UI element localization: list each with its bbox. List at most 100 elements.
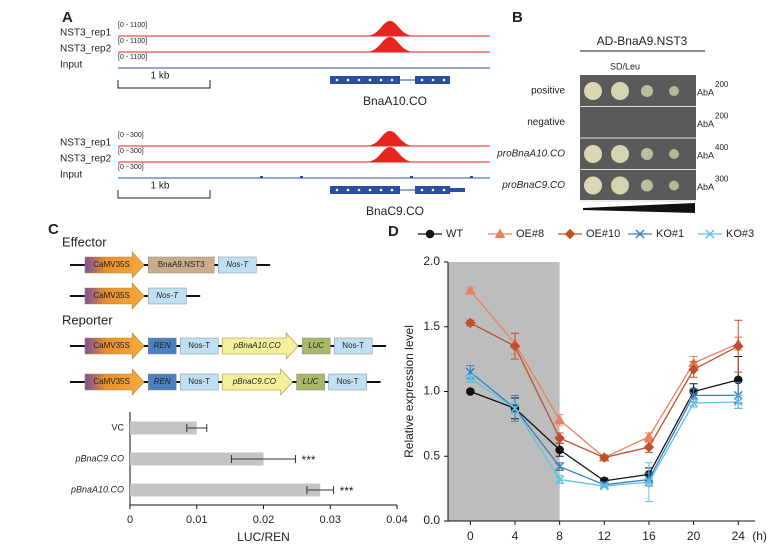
yeast-spot	[669, 149, 679, 159]
legend-marker	[494, 228, 506, 238]
element-label: CaMV35S	[93, 291, 129, 300]
element	[301, 337, 331, 355]
scale-label: 1 kb	[151, 71, 170, 82]
error-bar	[306, 486, 335, 494]
promoter	[221, 368, 294, 396]
peak	[365, 37, 415, 52]
track-range: [0 - 300]	[118, 148, 144, 155]
point	[510, 403, 520, 413]
input-signal	[260, 176, 263, 178]
yeast-spot	[611, 82, 629, 100]
point	[689, 390, 699, 400]
yeast-spot	[641, 179, 653, 192]
element-label: REN	[154, 341, 171, 350]
peak	[365, 131, 415, 146]
error-bar	[186, 424, 208, 432]
yeast-spot	[584, 145, 602, 163]
point	[465, 374, 475, 384]
yeast-spot	[669, 180, 679, 191]
point	[643, 441, 655, 453]
gene-strand	[420, 188, 424, 192]
legend-label: OE#8	[516, 228, 544, 240]
element	[328, 373, 367, 391]
legend-label: KO#3	[726, 228, 754, 240]
x-tick-label: 12	[598, 529, 612, 543]
legend-marker	[635, 229, 645, 239]
y-tick-label: pBnaA10.CO	[70, 484, 124, 494]
element-label: CaMV35S	[93, 341, 129, 350]
track-range: [0 - 1100]	[118, 22, 147, 29]
element-label: Nos-T	[337, 377, 359, 386]
gene-strand	[335, 188, 339, 192]
element-label: Nos-T	[188, 377, 210, 386]
gene-strand	[357, 78, 361, 82]
y-tick-label: pBnaC9.CO	[74, 453, 124, 463]
element	[179, 337, 219, 355]
dilution-wedge	[583, 203, 695, 213]
yeast-spot	[584, 82, 602, 100]
aba-conc: 400	[715, 143, 729, 152]
yeast-spot	[669, 86, 679, 96]
scale-label: 1 kb	[151, 181, 170, 192]
x-tick-label: 0.01	[186, 514, 207, 526]
gene-strand	[379, 78, 383, 82]
gene-strand	[390, 78, 394, 82]
promoter	[221, 332, 299, 360]
x-tick-label: 0.02	[253, 514, 274, 526]
aba-label: AbA	[697, 182, 714, 192]
gene-strand	[442, 188, 446, 192]
element-label: Nos-T	[342, 341, 364, 350]
section-title: Reporter	[62, 312, 113, 327]
element	[333, 337, 373, 355]
gene-strand	[368, 78, 372, 82]
gene-exon	[330, 186, 400, 194]
element-label: pBnaC9.CO	[232, 377, 276, 386]
x-tick-label: 20	[687, 529, 701, 543]
track-name: Input	[60, 170, 82, 181]
element	[179, 373, 219, 391]
promoter	[84, 251, 145, 279]
gene-strand	[335, 78, 339, 82]
x-tick-label: 0	[127, 514, 133, 526]
point	[599, 452, 610, 463]
yeast-spot	[641, 148, 653, 160]
promoter	[84, 332, 145, 360]
x-tick-label: 16	[642, 529, 656, 543]
gene-strand	[357, 188, 361, 192]
promoter	[84, 368, 145, 396]
yeast-spot	[611, 145, 629, 163]
section-title: Effector	[62, 234, 107, 249]
row-label: positive	[531, 86, 565, 97]
significance: ***	[340, 484, 354, 498]
element-label: BnaA9.NST3	[158, 260, 205, 269]
point	[733, 397, 743, 407]
point	[554, 414, 565, 424]
point	[599, 481, 609, 491]
aba-conc: 200	[715, 80, 729, 89]
row-label: proBnaA10.CO	[496, 149, 565, 160]
element-label: LUC	[303, 377, 319, 386]
track-name: NST3_rep2	[60, 154, 112, 165]
point	[688, 364, 699, 375]
x-tick-label: 24	[732, 529, 746, 543]
legend-label: OE#10	[586, 228, 620, 240]
panel-label: C	[48, 221, 59, 238]
track-name: NST3_rep1	[60, 28, 112, 39]
gene-strand	[420, 78, 424, 82]
x-tick-label: 0.03	[320, 514, 341, 526]
panel-label: B	[512, 9, 523, 26]
gene-strand	[431, 188, 435, 192]
gene-strand	[390, 188, 394, 192]
y-tick-label: 2.0	[423, 254, 440, 268]
point	[509, 340, 521, 352]
gene-strand	[379, 188, 383, 192]
panel-label: A	[62, 9, 73, 26]
y-tick-label: 0.0	[423, 513, 440, 527]
y-tick-label: 0.5	[423, 448, 440, 462]
promoter	[84, 282, 145, 310]
element	[147, 337, 177, 355]
point	[643, 431, 655, 441]
element-label: CaMV35S	[93, 377, 129, 386]
scale-bar	[117, 80, 211, 89]
